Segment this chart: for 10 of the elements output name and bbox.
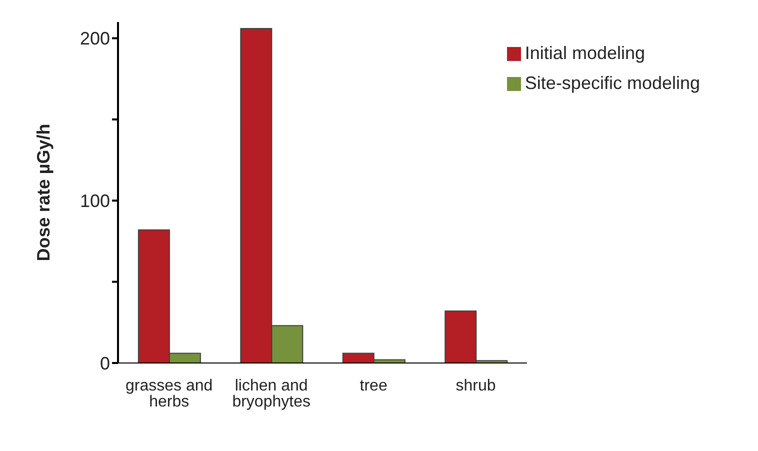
- x-tick-label: lichen and bryophytes: [232, 377, 310, 410]
- legend-label: Site-specific modeling: [524, 73, 700, 93]
- x-tick-label: shrub: [456, 377, 496, 394]
- y-tick-label: 0: [100, 353, 110, 374]
- y-tick-label: 200: [80, 28, 110, 49]
- y-axis-title: Dose rate µGy/h: [33, 124, 54, 262]
- x-tick-label: tree: [360, 377, 388, 394]
- x-tick-label: grasses and herbs: [126, 377, 213, 410]
- y-tick-label: 100: [80, 191, 110, 212]
- legend-label: Initial modeling: [524, 43, 645, 63]
